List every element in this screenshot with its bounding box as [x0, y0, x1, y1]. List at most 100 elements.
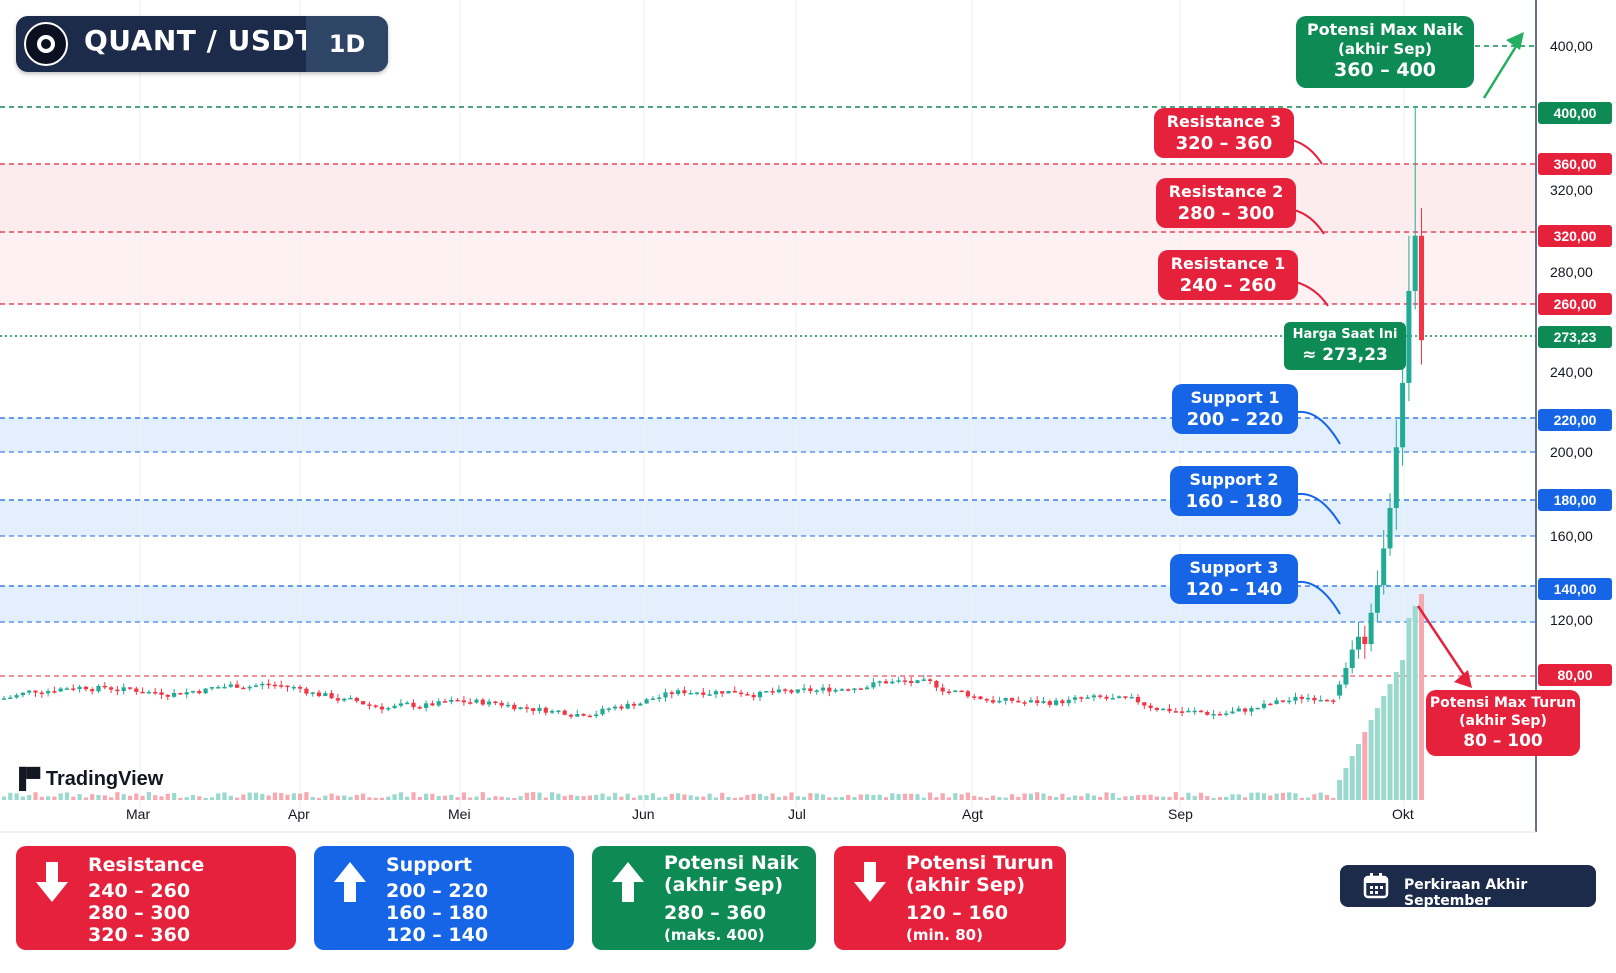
price-tag: 180,00 — [1538, 489, 1612, 511]
volume-bar — [499, 796, 504, 800]
volume-bar — [216, 793, 221, 800]
volume-bar — [241, 794, 246, 800]
candle-body — [184, 692, 189, 695]
candle-body — [241, 687, 246, 690]
volume-bar — [865, 794, 870, 800]
volume-bar — [342, 795, 347, 800]
candle-body — [1079, 697, 1084, 699]
y-tick: 320,00 — [1550, 182, 1593, 198]
candle-body — [1331, 700, 1336, 702]
volume-bar — [247, 792, 252, 800]
candle-body — [1154, 708, 1159, 710]
volume-bar — [1406, 618, 1412, 800]
volume-bar — [291, 793, 296, 800]
volume-bar — [1230, 794, 1235, 800]
volume-bar — [436, 795, 441, 800]
volume-bar — [953, 793, 958, 800]
candle-body — [348, 697, 353, 700]
resistance-card-value: 240 – 260 — [88, 880, 191, 902]
candle-body — [153, 691, 158, 694]
volume-bar — [1161, 796, 1166, 800]
volume-bar — [58, 793, 63, 800]
candle-body — [417, 707, 422, 709]
volume-bar — [909, 793, 914, 800]
volume-bar — [354, 794, 359, 800]
candle-body — [1009, 697, 1015, 701]
candle-body — [96, 685, 101, 692]
candle-body — [1192, 710, 1197, 713]
volume-bar — [1387, 684, 1393, 800]
candle-body — [373, 705, 378, 707]
volume-bar — [203, 797, 208, 800]
volume-bar — [669, 793, 674, 800]
volume-bar — [978, 796, 983, 800]
candle-body — [739, 692, 744, 695]
candle-body — [575, 713, 580, 717]
candle-body — [1186, 710, 1191, 713]
volume-bar — [474, 796, 479, 800]
candle-body — [676, 690, 681, 695]
candle-body — [1318, 699, 1323, 702]
max-down-sub: (akhir Sep) — [1459, 713, 1547, 729]
symbol-header[interactable]: QUANT / USDT 1D — [16, 16, 388, 72]
volume-bar — [260, 793, 265, 800]
volume-bar — [505, 797, 511, 800]
max-up-sub: (akhir Sep) — [1338, 40, 1432, 58]
candle-body — [991, 700, 996, 703]
volume-bar — [997, 797, 1002, 800]
volume-bar — [1217, 797, 1222, 800]
candle-body — [1, 698, 7, 700]
candle-body — [203, 688, 208, 694]
candle-body — [468, 702, 473, 704]
candle-body — [1280, 700, 1285, 702]
volume-bar — [33, 792, 38, 800]
candles-layer — [1, 107, 1424, 720]
candle-body — [953, 690, 958, 693]
support-1-label: Support 1 200 – 220 — [1172, 384, 1298, 434]
candle-body — [972, 696, 977, 698]
volume-bar — [1110, 793, 1115, 800]
calendar-badge[interactable]: Perkiraan Akhir September — [1340, 865, 1596, 909]
candle-body — [172, 692, 177, 697]
volume-bar — [316, 797, 322, 800]
candle-body — [764, 691, 769, 693]
calendar-icon — [1363, 873, 1389, 899]
volume-bar — [1054, 797, 1059, 800]
candle-body — [1287, 700, 1292, 703]
candle-body — [1167, 708, 1172, 712]
timeframe-button[interactable]: 1D — [306, 16, 388, 72]
volume-bar — [348, 797, 353, 800]
candle-body — [430, 703, 435, 706]
candle-body — [1236, 708, 1241, 712]
support-zone — [0, 500, 1536, 536]
volume-bar — [386, 796, 391, 800]
volume-bar — [739, 797, 744, 800]
candle-body — [272, 684, 277, 687]
volume-bar — [373, 797, 378, 800]
candle-body — [833, 689, 838, 692]
resistance-3-range: 320 – 360 — [1175, 133, 1273, 154]
candle-body — [871, 682, 876, 688]
candle-body — [134, 688, 139, 692]
candle-body — [1022, 702, 1027, 704]
arrow-down-head — [1454, 670, 1472, 688]
candle-body — [543, 707, 548, 713]
candle-body — [298, 686, 303, 689]
potential-down-title: Potensi Turun — [906, 852, 1054, 874]
volume-bar — [379, 797, 385, 800]
candle-body — [197, 691, 202, 694]
candle-body — [77, 686, 82, 690]
candle-body — [556, 710, 561, 713]
volume-bar — [461, 792, 466, 800]
candle-body — [121, 687, 126, 692]
volume-bar — [1249, 792, 1254, 800]
volume-bar — [272, 792, 277, 800]
volume-bar — [883, 797, 889, 800]
y-tick: 120,00 — [1550, 612, 1593, 628]
volume-bar — [127, 795, 133, 800]
tradingview-logo: ▐▀ TradingView — [12, 768, 163, 791]
volume-bar — [789, 792, 794, 800]
candle-body — [997, 700, 1002, 703]
candle-body — [682, 690, 687, 694]
